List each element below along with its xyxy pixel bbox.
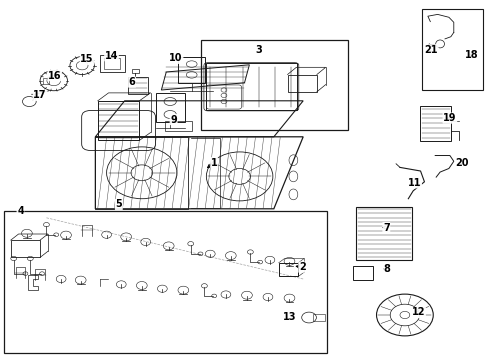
- Bar: [206, 63, 296, 110]
- Bar: [100, 55, 124, 72]
- Text: 21: 21: [424, 45, 437, 55]
- Text: 1: 1: [210, 158, 217, 168]
- Text: 14: 14: [104, 51, 118, 61]
- Bar: [352, 266, 372, 280]
- Text: 20: 20: [454, 158, 468, 168]
- Text: 4: 4: [17, 206, 24, 216]
- Text: 16: 16: [48, 71, 61, 81]
- Bar: [165, 121, 192, 131]
- Text: 12: 12: [411, 307, 425, 318]
- Text: 6: 6: [128, 77, 135, 87]
- Bar: [103, 58, 120, 69]
- Bar: [355, 207, 411, 260]
- Bar: [4, 211, 326, 353]
- Bar: [421, 9, 482, 90]
- Bar: [178, 57, 205, 83]
- Text: 11: 11: [407, 178, 421, 188]
- Text: 3: 3: [255, 45, 262, 55]
- Text: 5: 5: [115, 199, 122, 210]
- Bar: [95, 137, 188, 209]
- Bar: [132, 69, 139, 73]
- Text: 2: 2: [298, 262, 305, 272]
- Bar: [312, 314, 324, 321]
- Bar: [43, 78, 49, 84]
- Text: 10: 10: [169, 53, 183, 63]
- Text: 8: 8: [383, 264, 390, 274]
- Text: 13: 13: [282, 312, 296, 322]
- Text: 19: 19: [442, 113, 456, 123]
- Bar: [155, 93, 184, 122]
- Text: 7: 7: [382, 222, 389, 233]
- Bar: [128, 77, 147, 94]
- Text: 17: 17: [33, 90, 47, 100]
- Bar: [287, 75, 316, 92]
- Bar: [201, 40, 347, 130]
- Text: 15: 15: [80, 54, 94, 64]
- Bar: [419, 106, 450, 141]
- Text: 9: 9: [170, 114, 177, 125]
- Text: 18: 18: [464, 50, 478, 60]
- Bar: [11, 240, 40, 257]
- Bar: [278, 263, 298, 276]
